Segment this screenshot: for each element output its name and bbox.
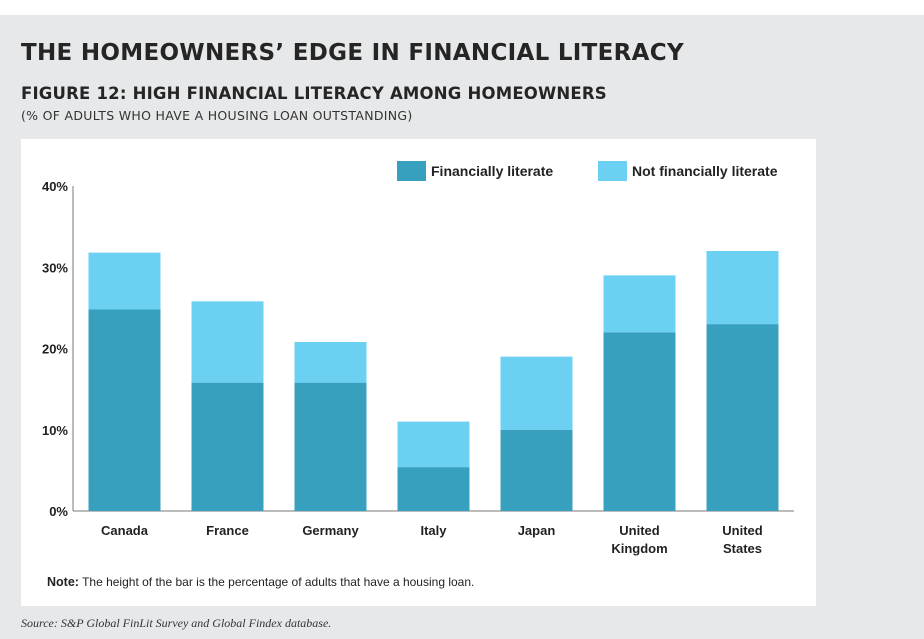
chart-card: 0% 10% 20% 30% 40% Canada France Germany Italy Ja… [21,139,816,606]
bar-not-financially-literate [397,421,470,468]
legend-swatch [397,161,426,181]
stacked-bar-chart: 0% 10% 20% 30% 40% Canada France Germany Italy Ja… [42,161,794,556]
legend-label: Not financially literate [632,163,778,179]
bar-not-financially-literate [603,275,676,333]
bar-not-financially-literate [294,342,367,383]
chart-note: Note: The height of the bar is the perce… [47,575,474,589]
legend-label: Financially literate [431,163,553,179]
bar-not-financially-literate [88,252,161,310]
legend-swatch [598,161,627,181]
bar-financially-literate [397,467,470,511]
y-tick-label: 40% [42,179,68,194]
bar-not-financially-literate [500,356,573,430]
x-tick-label: United Kingdom [611,523,667,556]
x-tick-label: France [206,523,249,538]
section-title: THE HOMEOWNERS’ EDGE IN FINANCIAL LITERA… [21,40,684,66]
figure-title: FIGURE 12: HIGH FINANCIAL LITERACY AMONG… [21,84,607,103]
bar-financially-literate [500,429,573,511]
y-tick-label: 0% [49,504,68,519]
bar-financially-literate [294,382,367,511]
bar-financially-literate [88,309,161,511]
y-tick-label: 20% [42,342,68,357]
y-tick-label: 30% [42,260,68,275]
x-tick-label: United States [722,523,763,556]
note-text: The height of the bar is the percentage … [78,575,475,589]
x-tick-label: Italy [420,523,447,538]
x-tick-label: Germany [302,523,359,538]
y-tick-label: 10% [42,423,68,438]
bar-financially-literate [191,382,264,511]
x-tick-label: Japan [518,523,556,538]
bar-financially-literate [603,332,676,511]
figure-subtitle: (% OF ADULTS WHO HAVE A HOUSING LOAN OUT… [21,108,413,123]
note-label: Note: [47,575,79,589]
source-citation: Source: S&P Global FinLit Survey and Glo… [21,616,332,630]
bar-not-financially-literate [191,301,264,383]
x-tick-label: Canada [101,523,149,538]
bar-not-financially-literate [706,251,779,325]
bar-financially-literate [706,324,779,511]
